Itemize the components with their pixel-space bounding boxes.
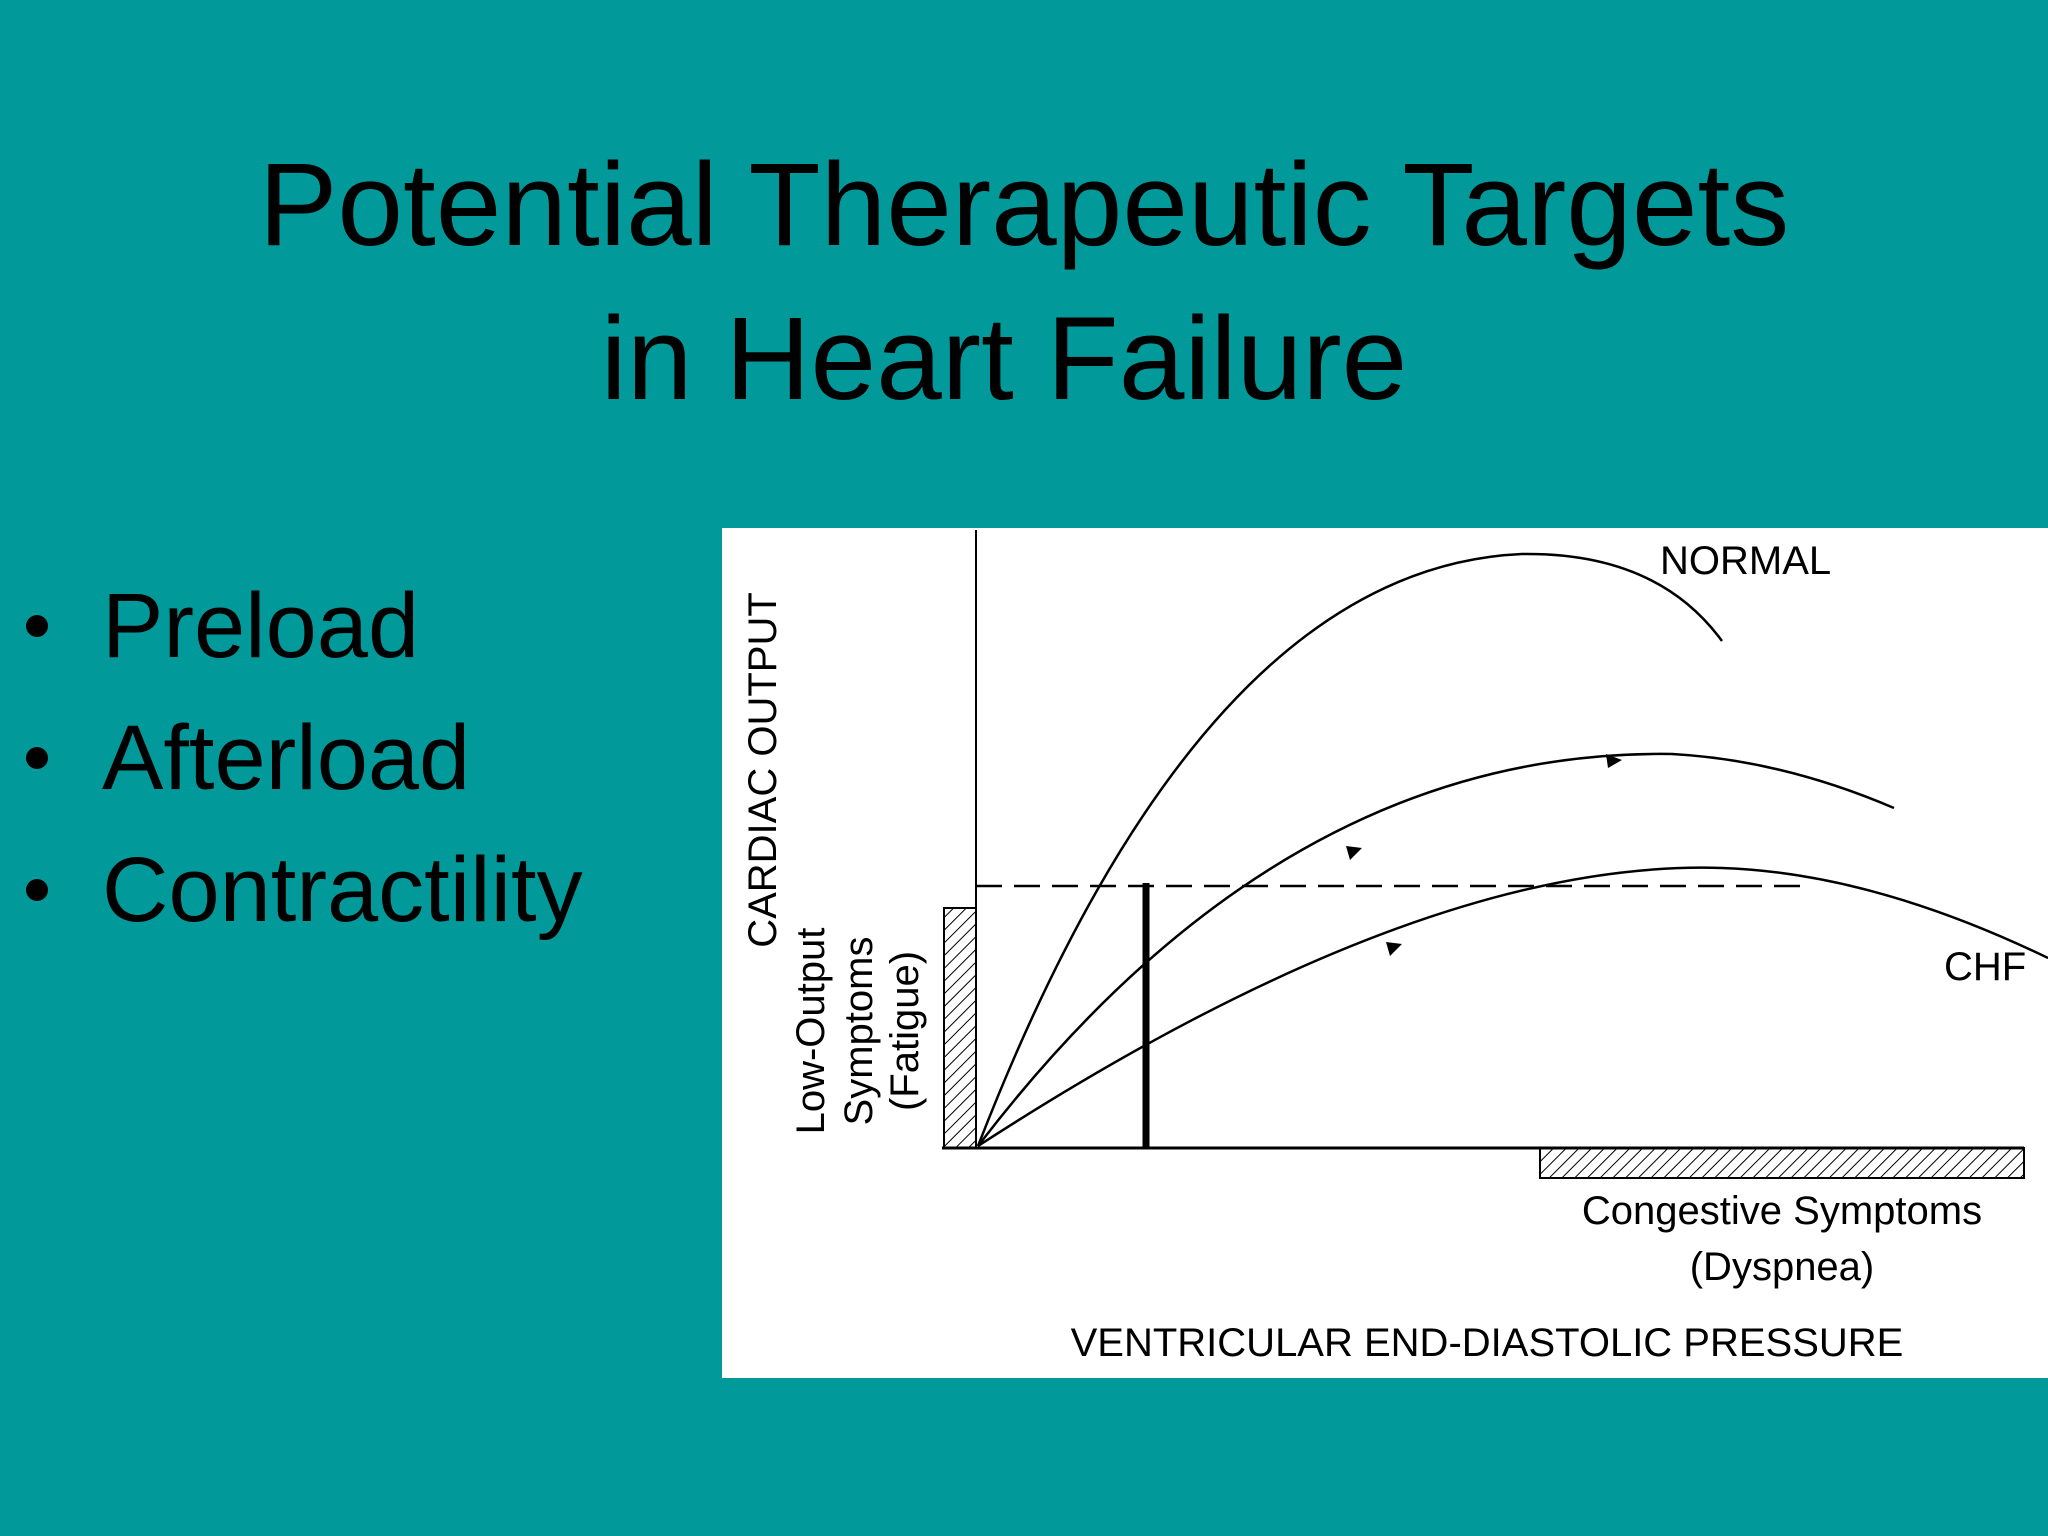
slide-title: Potential Therapeutic Targets in Heart F… — [0, 128, 2048, 436]
arrowhead-icon — [1386, 942, 1402, 956]
low-output-label-line-2: Symptoms — [837, 937, 881, 1126]
frank-starling-diagram: NORMAL CHF CARDIAC OUTPUT Low-Output Sym… — [722, 528, 2048, 1378]
bullet-text: Contractility — [102, 839, 583, 941]
bullet-icon — [26, 879, 48, 901]
bullet-item-preload: Preload — [20, 560, 583, 692]
arrowhead-icon — [1346, 846, 1362, 860]
curve-normal — [976, 552, 1724, 1147]
curve-middle — [977, 752, 1895, 1147]
arrowhead-icon — [1606, 754, 1622, 768]
congestive-label-line-2: (Dyspnea) — [1690, 1245, 1875, 1289]
x-axis-label: VENTRICULAR END-DIASTOLIC PRESSURE — [1071, 1321, 1904, 1365]
slide-title-line-2: in Heart Failure — [600, 293, 1408, 425]
bullet-list: Preload Afterload Contractility — [20, 560, 583, 956]
congestive-label-line-1: Congestive Symptoms — [1582, 1189, 1982, 1233]
low-output-label-line-3: (Fatigue) — [883, 951, 927, 1111]
bullet-text: Afterload — [102, 707, 471, 809]
curve-chf — [977, 866, 2048, 1148]
slide-title-line-1: Potential Therapeutic Targets — [258, 139, 1790, 271]
bullet-icon — [26, 747, 48, 769]
bullet-item-contractility: Contractility — [20, 824, 583, 956]
curve-chf-label: CHF — [1944, 945, 2026, 989]
congestive-region — [1539, 1147, 2025, 1179]
low-output-region — [943, 907, 977, 1149]
bullet-item-afterload: Afterload — [20, 692, 583, 824]
low-output-label-line-1: Low-Output — [789, 928, 833, 1135]
bullet-text: Preload — [102, 575, 420, 677]
diagram-svg: NORMAL CHF CARDIAC OUTPUT Low-Output Sym… — [741, 530, 2048, 1365]
curve-normal-label: NORMAL — [1660, 539, 1831, 583]
bullet-icon — [26, 615, 48, 637]
y-axis-label: CARDIAC OUTPUT — [741, 592, 785, 948]
